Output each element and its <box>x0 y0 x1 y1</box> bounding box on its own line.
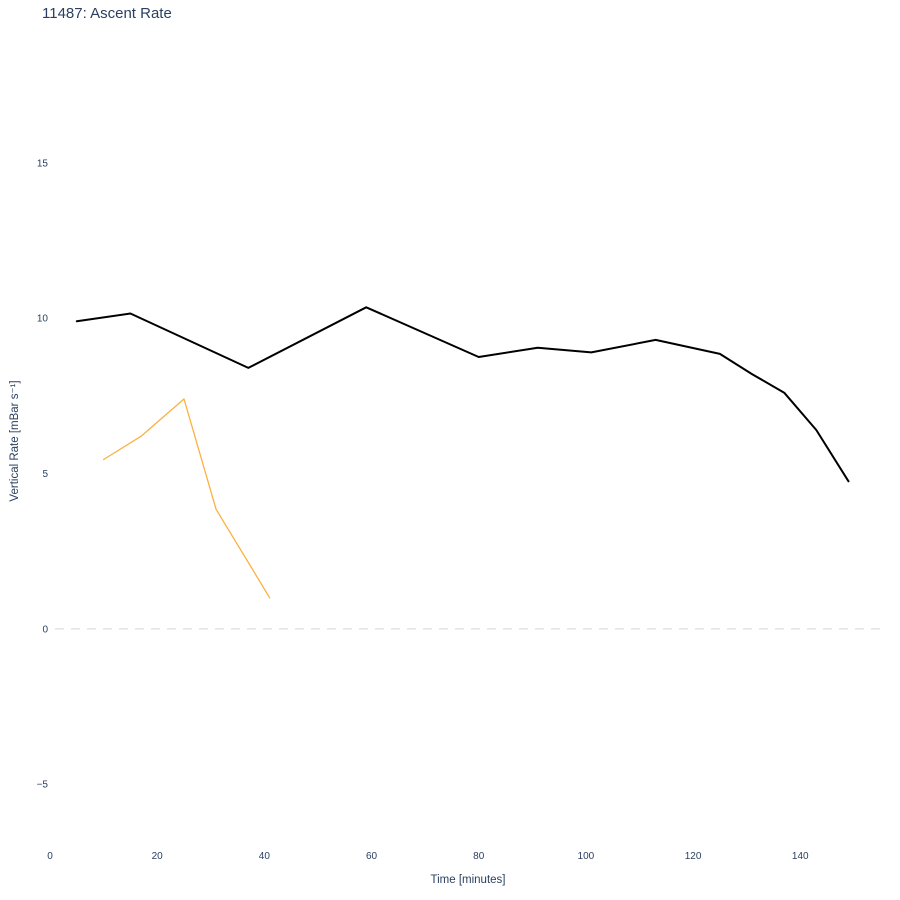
x-tick-label: 80 <box>473 851 485 862</box>
x-tick-label: 0 <box>47 851 53 862</box>
y-tick-label: −5 <box>37 780 49 791</box>
chart-title: 11487: Ascent Rate <box>42 5 172 22</box>
x-tick-label: 140 <box>792 851 809 862</box>
series-line-1[interactable] <box>75 306 850 483</box>
series-line-2[interactable] <box>102 398 271 599</box>
x-tick-label: 120 <box>685 851 702 862</box>
y-tick-label: 5 <box>42 469 48 480</box>
x-tick-label: 40 <box>259 851 271 862</box>
y-tick-label: 10 <box>37 314 49 325</box>
x-tick-label: 20 <box>152 851 164 862</box>
x-tick-label: 60 <box>366 851 378 862</box>
x-axis-title: Time [minutes] <box>430 874 506 886</box>
x-tick-label: 100 <box>578 851 595 862</box>
y-tick-label: 15 <box>37 158 49 169</box>
y-axis-title: Vertical Rate [mBar s⁻¹] <box>9 380 21 502</box>
y-tick-label: 0 <box>42 624 48 635</box>
